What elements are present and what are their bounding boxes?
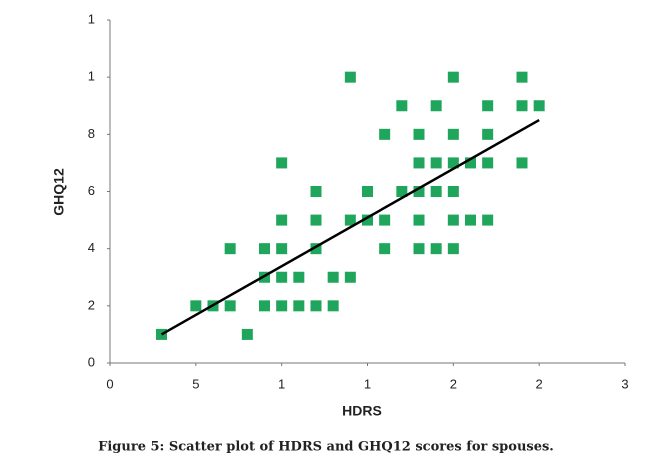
point	[224, 300, 236, 312]
y-tick-label: 0	[88, 354, 95, 369]
point	[413, 186, 425, 197]
point	[447, 186, 459, 197]
x-axis-label: HDRS	[342, 403, 382, 419]
point	[430, 186, 442, 197]
x-tick-label: 0	[106, 376, 113, 391]
x-tick-label: 5	[192, 376, 199, 391]
point	[379, 214, 391, 226]
y-tick-label: 6	[88, 183, 95, 198]
point	[396, 186, 408, 197]
point	[310, 300, 322, 312]
point	[447, 128, 459, 140]
point	[344, 214, 356, 226]
point	[430, 157, 442, 169]
chart-title: Figure 5: Scatter plot of HDRS and GHQ12…	[98, 440, 554, 455]
point	[516, 157, 528, 169]
point	[516, 71, 528, 83]
y-tick-label: 1	[88, 69, 95, 84]
point	[310, 243, 322, 255]
point	[396, 100, 408, 112]
point	[362, 186, 373, 197]
point	[276, 214, 288, 226]
point	[482, 100, 494, 112]
y-axis-label: GHQ12	[51, 168, 67, 216]
point	[344, 71, 356, 83]
point	[379, 243, 391, 255]
point	[413, 243, 425, 255]
point	[447, 157, 459, 169]
point	[447, 71, 459, 83]
point	[413, 128, 425, 140]
point	[310, 214, 322, 226]
point	[259, 243, 270, 255]
y-tick-label: 4	[88, 240, 95, 255]
y-tick-label: 1	[88, 11, 95, 26]
point	[241, 328, 253, 340]
point	[379, 128, 391, 140]
point	[482, 128, 494, 140]
point	[293, 271, 305, 283]
point	[430, 243, 442, 255]
point	[430, 100, 442, 112]
point	[413, 214, 425, 226]
point	[533, 100, 545, 112]
point	[344, 271, 356, 283]
point	[447, 214, 459, 226]
point	[465, 157, 476, 169]
point	[276, 157, 288, 169]
point	[293, 300, 305, 312]
point	[413, 157, 425, 169]
point	[465, 214, 476, 226]
x-tick-label: 1	[278, 376, 285, 391]
point	[482, 214, 494, 226]
y-tick-label: 8	[88, 126, 95, 141]
y-tick-label: 2	[88, 297, 95, 312]
x-tick-label: 2	[536, 376, 543, 391]
point	[327, 271, 339, 283]
point	[310, 186, 322, 197]
x-tick-label: 3	[621, 376, 628, 391]
x-tick-label: 2	[450, 376, 457, 391]
point	[276, 243, 288, 255]
point	[516, 100, 528, 112]
point	[276, 300, 288, 312]
point	[224, 243, 236, 255]
point	[447, 243, 459, 255]
point	[482, 157, 494, 169]
x-tick-label: 1	[364, 376, 371, 391]
point	[362, 214, 373, 226]
point	[259, 300, 270, 312]
point	[327, 300, 339, 312]
point	[276, 271, 288, 283]
trendline	[160, 118, 540, 336]
point	[190, 300, 202, 312]
